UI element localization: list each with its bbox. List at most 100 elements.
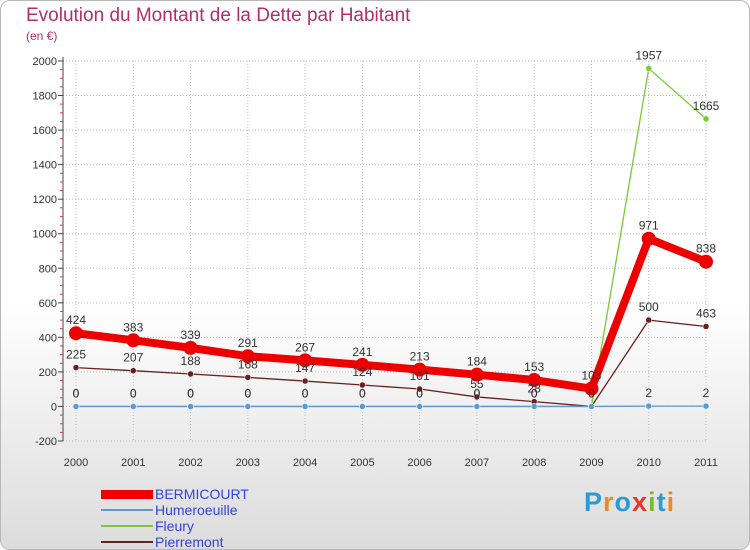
legend-label: Humeroeuille [155,502,238,518]
data-point [126,333,141,348]
series-line-bermicourt [75,234,708,393]
data-point [416,403,423,410]
data-label: 0 [187,386,194,400]
data-label: 463 [696,306,716,320]
proxiti-logo: Proxiti [584,487,675,518]
data-point [699,254,713,269]
data-point [588,403,595,410]
logo-letter: x [632,487,649,517]
data-point [527,373,542,388]
data-label: 0 [244,386,251,400]
legend-item-bermicourt: BERMICOURT [101,486,249,502]
data-label: 1665 [693,99,720,113]
data-label: 0 [130,386,137,400]
data-label: 0 [416,386,423,400]
data-point [416,385,423,393]
data-label: 168 [238,357,258,371]
y-tick-label: 0 [51,401,57,413]
x-tick-label: 2003 [236,457,260,469]
data-label: 0 [531,386,538,400]
data-point [584,381,599,396]
x-tick-label: 2000 [64,457,88,469]
data-label: 225 [66,348,86,362]
logo-letter: P [584,487,604,517]
data-point [645,316,652,324]
legend-swatch-humeroeuille [101,509,153,511]
data-label: 2 [645,386,652,400]
data-label: 0 [302,386,309,400]
data-label: 0 [588,386,595,400]
data-label: 55 [470,377,484,391]
data-point [187,403,194,410]
data-label: 241 [352,345,372,359]
data-label: 101 [410,369,430,383]
data-point [183,340,198,355]
legend-swatch-fleury [101,525,153,527]
data-label: 2 [703,386,710,400]
data-label: 0 [474,386,481,400]
y-tick-label: 800 [39,263,57,275]
x-tick-label: 2009 [579,457,603,469]
data-label: 383 [123,320,143,334]
data-point [298,353,313,368]
y-tick-label: 1200 [33,194,57,206]
y-tick-label: 1600 [33,125,57,137]
chart-title: Evolution du Montant de la Dette par Hab… [26,5,411,26]
data-label: 0 [187,386,194,400]
series-line-pierremont [75,319,707,408]
logo-letter: r [603,487,615,517]
data-point [473,393,481,401]
data-point [301,403,309,410]
data-label: 103 [581,369,601,383]
data-point [244,374,252,381]
data-point [72,403,80,410]
data-point [69,326,83,341]
x-tick-label: 2010 [636,457,660,469]
data-point [187,370,194,378]
data-point [72,364,80,371]
x-tick-label: 2004 [293,457,317,469]
data-label: 124 [352,365,372,379]
legend-item-humeroeuille: Humeroeuille [101,502,249,518]
legend-item-fleury: Fleury [101,518,249,534]
data-point [641,231,656,246]
data-label: 188 [181,354,201,368]
data-label: 207 [123,351,143,365]
y-tick-label: 1000 [33,229,57,241]
legend-swatch-bermicourt [101,489,153,499]
y-tick-label: 600 [39,298,57,310]
logo-letter: t [656,487,667,517]
data-label: 147 [295,361,315,375]
data-label: 291 [238,336,258,350]
data-point [702,402,710,410]
y-tick-label: -200 [35,436,57,448]
data-point [359,381,366,389]
data-label: 184 [467,355,487,369]
chart-legend: BERMICOURT Humeroeuille Fleury Pierremon… [101,486,249,550]
data-label: 339 [181,328,201,342]
data-label: 0 [531,386,538,400]
logo-letter: i [666,487,676,517]
data-label: 0 [73,386,80,400]
y-tick-label: 1400 [33,160,57,172]
y-tick-label: 400 [39,332,57,344]
data-label: 1957 [635,48,662,62]
data-label: 0 [130,386,137,400]
data-label: 0 [588,386,595,400]
legend-label: Pierremont [155,534,224,550]
data-label: 971 [639,219,659,233]
chart-subtitle: (en €) [26,29,58,43]
data-point [702,115,710,123]
data-label: 838 [696,242,716,256]
data-point [130,403,137,410]
logo-letter: o [614,487,633,517]
data-point [469,367,484,382]
data-label: 0 [244,386,251,400]
x-tick-label: 2002 [178,457,202,469]
data-label: 500 [639,300,659,314]
x-tick-label: 2008 [522,457,546,469]
series-line-fleury [76,67,707,408]
y-tick-label: 2000 [33,56,57,68]
